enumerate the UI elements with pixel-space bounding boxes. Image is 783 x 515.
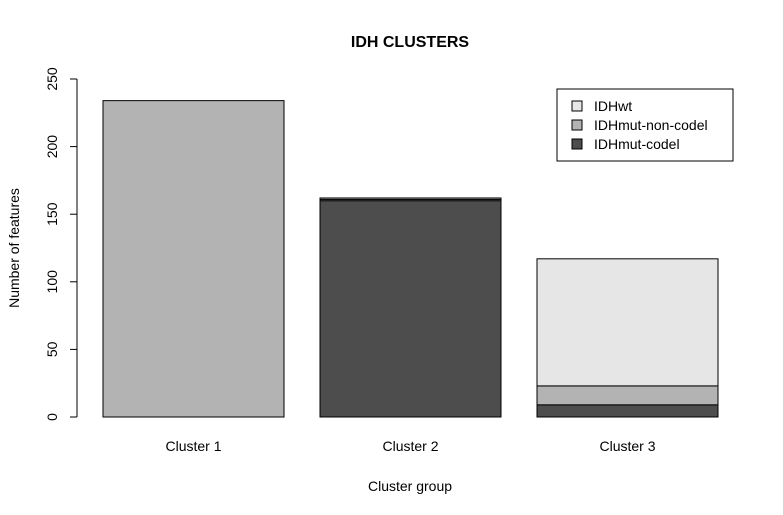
bar-segment (536, 258, 719, 387)
x-tick-label: Cluster 3 (599, 438, 655, 454)
legend-swatch (571, 138, 583, 150)
legend-label: IDHmut-non-codel (594, 117, 708, 133)
y-tick-label: 150 (44, 202, 60, 226)
legend-label: IDHwt (594, 98, 632, 114)
x-tick-label: Cluster 2 (382, 438, 438, 454)
legend-box (556, 88, 734, 162)
legend-swatch (571, 100, 583, 112)
chart-title: IDH CLUSTERS (351, 34, 470, 51)
bar-segment (319, 197, 502, 200)
x-tick-labels: Cluster 1 Cluster 2 Cluster 3 (165, 438, 655, 454)
y-tick-label: 200 (44, 135, 60, 159)
x-tick-label: Cluster 1 (165, 438, 221, 454)
bar-segment (536, 404, 719, 418)
x-axis-label: Cluster group (368, 478, 452, 494)
y-axis: 0 50 100 150 200 250 (44, 67, 78, 421)
bars-group (102, 100, 719, 418)
bar-segment (319, 200, 502, 418)
y-tick-label: 0 (44, 413, 60, 421)
bar-segment (536, 385, 719, 406)
legend-label: IDHmut-codel (594, 136, 680, 152)
legend: IDHwt IDHmut-non-codel IDHmut-codel (556, 88, 734, 162)
y-axis-label: Number of features (6, 188, 22, 308)
bar-segment (102, 100, 285, 418)
y-tick-label: 100 (44, 270, 60, 294)
y-tick-label: 50 (44, 341, 60, 357)
y-tick-label: 250 (44, 67, 60, 91)
legend-swatch (571, 119, 583, 131)
